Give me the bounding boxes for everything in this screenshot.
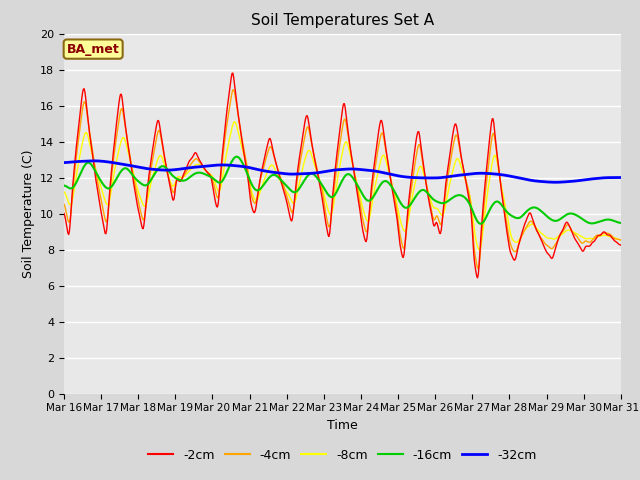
Y-axis label: Soil Temperature (C): Soil Temperature (C) [22, 149, 35, 278]
Legend: -2cm, -4cm, -8cm, -16cm, -32cm: -2cm, -4cm, -8cm, -16cm, -32cm [143, 444, 541, 467]
X-axis label: Time: Time [327, 419, 358, 432]
Text: BA_met: BA_met [67, 43, 120, 56]
Title: Soil Temperatures Set A: Soil Temperatures Set A [251, 13, 434, 28]
